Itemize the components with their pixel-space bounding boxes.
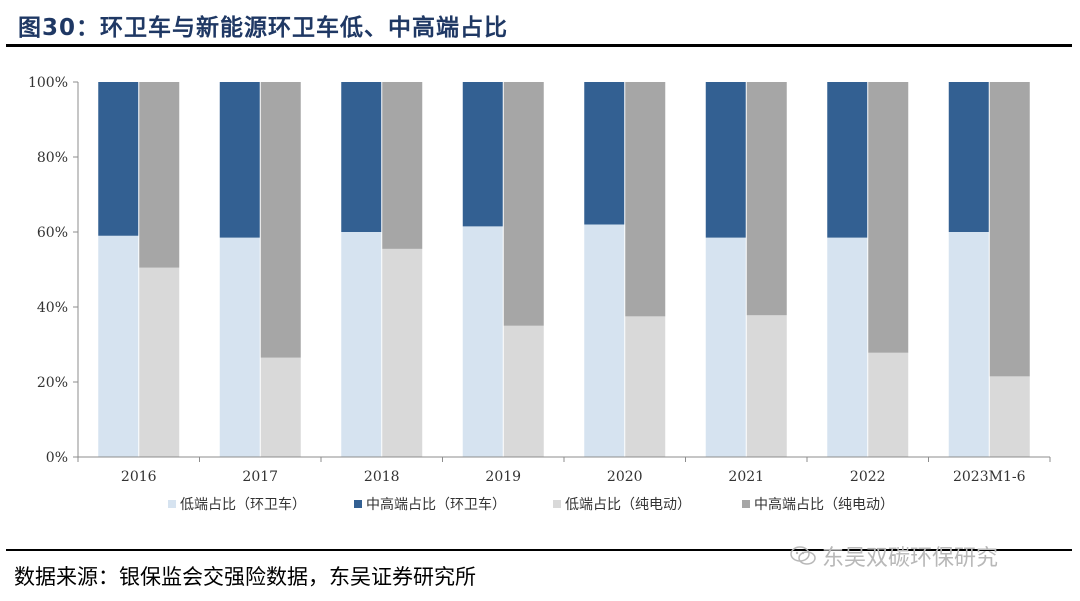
wechat-icon — [790, 546, 816, 565]
bar-sanitation-low — [462, 226, 503, 457]
bar-sanitation-midhigh — [705, 82, 746, 238]
legend-label: 低端占比（纯电动） — [565, 497, 691, 513]
x-tick-label: 2021 — [728, 469, 764, 485]
bar-sanitation-midhigh — [219, 82, 260, 238]
y-tick-label: 60% — [37, 225, 68, 241]
legend-swatch — [553, 500, 561, 508]
bar-sanitation-midhigh — [462, 82, 503, 227]
bar-electric-low — [503, 325, 544, 457]
data-source: 数据来源：银保监会交强险数据，东吴证券研究所 — [14, 565, 476, 589]
legend-label: 低端占比（环卫车） — [180, 496, 306, 513]
bar-electric-midhigh — [260, 82, 301, 358]
x-tick-label: 2019 — [485, 469, 521, 485]
bar-electric-midhigh — [139, 82, 180, 268]
bar-sanitation-midhigh — [827, 82, 868, 238]
legend-swatch — [354, 500, 362, 508]
bar-sanitation-low — [341, 232, 382, 457]
bar-electric-midhigh — [746, 82, 787, 316]
bar-electric-midhigh — [868, 82, 909, 353]
bar-electric-low — [868, 352, 909, 457]
bar-electric-midhigh — [382, 82, 423, 249]
bar-electric-low — [625, 316, 666, 457]
y-tick-label: 40% — [37, 300, 68, 316]
bar-sanitation-low — [948, 232, 989, 457]
bar-sanitation-low — [219, 237, 260, 457]
bar-sanitation-low — [705, 237, 746, 457]
watermark-text: 东吴双碳环保研究 — [822, 546, 999, 571]
bar-electric-midhigh — [989, 82, 1030, 377]
legend-label: 中高端占比（纯电动） — [754, 496, 894, 513]
bar-electric-low — [989, 376, 1030, 457]
x-tick-label: 2020 — [607, 469, 643, 485]
bar-electric-low — [139, 267, 180, 457]
x-tick-label: 2023M1-6 — [953, 469, 1026, 485]
bar-sanitation-midhigh — [98, 82, 139, 236]
bar-electric-midhigh — [625, 82, 666, 317]
bar-electric-low — [260, 357, 301, 457]
legend-swatch — [742, 500, 750, 508]
figure-title: 图30：环卫车与新能源环卫车低、中高端占比 — [18, 15, 509, 41]
stacked-bar-chart: 0% 20% 40% 60% 80% 100% 2016 2017 2018 2019 2020 20… — [28, 75, 1051, 513]
y-tick-label: 80% — [37, 150, 68, 166]
y-tick-label: 100% — [28, 75, 68, 91]
y-tick-label: 0% — [46, 450, 68, 466]
bar-electric-low — [746, 315, 787, 457]
x-tick-label: 2018 — [364, 469, 400, 485]
source-rule — [6, 549, 1072, 551]
x-tick-label: 2016 — [121, 469, 157, 485]
bar-sanitation-low — [827, 237, 868, 457]
legend-swatch — [168, 500, 176, 508]
bar-electric-low — [382, 248, 423, 457]
title-rule — [6, 44, 1072, 47]
y-tick-label: 20% — [37, 375, 68, 391]
bar-sanitation-low — [98, 235, 139, 457]
bar-sanitation-low — [584, 224, 625, 457]
x-tick-label: 2022 — [850, 469, 886, 485]
bar-sanitation-midhigh — [341, 82, 382, 232]
bar-sanitation-midhigh — [948, 82, 989, 232]
bar-sanitation-midhigh — [584, 82, 625, 225]
x-tick-label: 2017 — [242, 469, 278, 485]
bar-electric-midhigh — [503, 82, 544, 326]
watermark: 东吴双碳环保研究 — [790, 540, 998, 572]
legend-label: 中高端占比（环卫车） — [366, 496, 506, 513]
